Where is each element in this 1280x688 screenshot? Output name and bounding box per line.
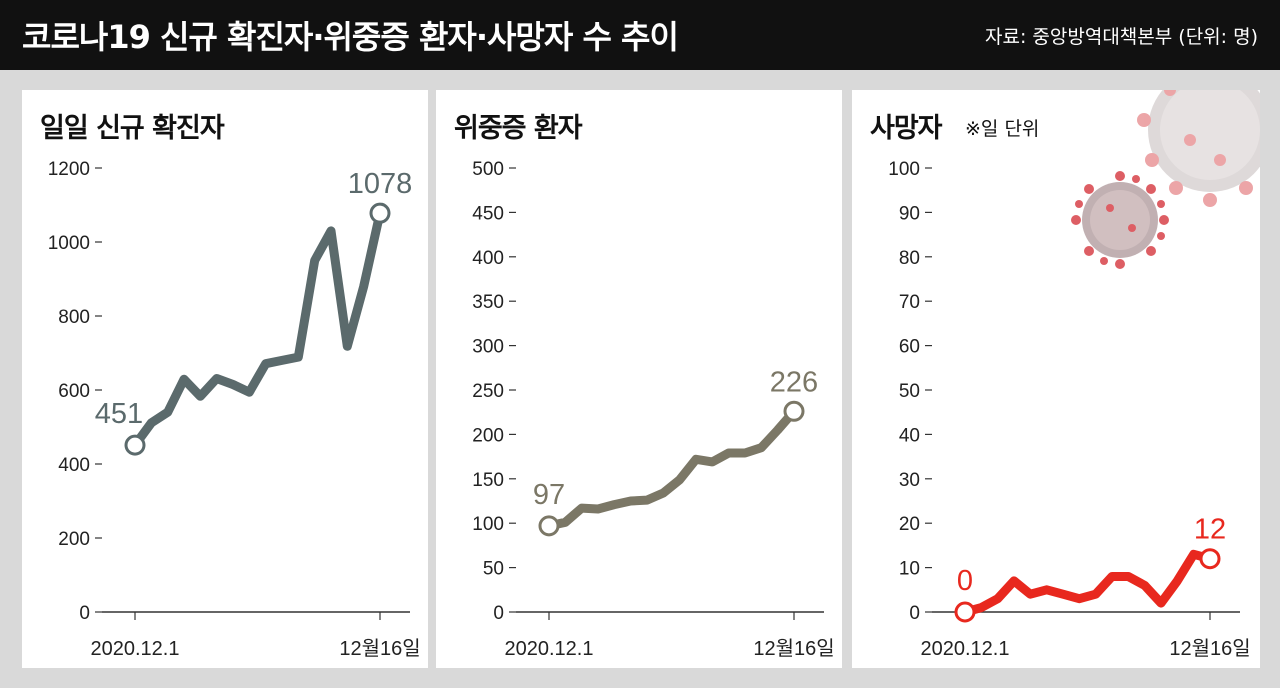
y-tick-label: 60	[899, 337, 920, 358]
new-cases-chart: 0 200 400 600 800 1000 1200 2020.12.1 12월16일 451 1…	[48, 159, 421, 660]
y-tick-label: 50	[483, 559, 504, 580]
y-tick-label: 800	[58, 307, 90, 328]
series-line	[130, 208, 385, 450]
x-tick-label: 2020.12.1	[91, 638, 180, 660]
y-tick-label: 350	[472, 292, 504, 313]
y-tick-label: 100	[888, 159, 920, 180]
x-tick-label: 12월16일	[1169, 637, 1250, 660]
y-tick-label: 600	[58, 381, 90, 402]
y-tick-label: 20	[899, 514, 920, 535]
x-tick-label: 12월16일	[339, 637, 420, 660]
y-tick-label: 200	[472, 425, 504, 446]
y-tick-label: 1200	[48, 159, 90, 180]
y-tick-label: 500	[472, 159, 504, 180]
y-tick-label: 50	[899, 381, 920, 402]
y-tick-label: 0	[493, 603, 504, 624]
y-tick-label: 100	[472, 514, 504, 535]
y-tick-label: 10	[899, 559, 920, 580]
y-tick-label: 150	[472, 470, 504, 491]
start-value-label: 97	[533, 479, 565, 511]
end-value-label: 1078	[348, 168, 413, 200]
virus-illustration	[1071, 90, 1260, 269]
deaths-chart: 0 10 20 30 40 50 60 70 80 90 100 2020.12.1 12월16일 0 12	[888, 90, 1260, 660]
y-tick-label: 90	[899, 203, 920, 224]
start-value-label: 451	[95, 398, 143, 430]
y-tick-label: 0	[909, 603, 920, 624]
panel-critical-patients: 위중증 환자 0 50 100 150 200 250 300 350 400 450 500 202…	[436, 90, 842, 668]
start-point	[954, 601, 976, 623]
y-tick-label: 450	[472, 203, 504, 224]
panel-new-cases: 일일 신규 확진자 0 200 400 600 800 1000 1200 2020.12.1…	[22, 90, 428, 668]
x-tick-label: 2020.12.1	[505, 638, 594, 660]
chart-note: ※일 단위	[965, 118, 1040, 140]
main-title: 코로나19 신규 확진자·위중증 환자·사망자 수 추이	[22, 18, 679, 56]
y-tick-label: 300	[472, 337, 504, 358]
y-tick-label: 400	[58, 455, 90, 476]
y-tick-label: 200	[58, 529, 90, 550]
start-point	[538, 515, 560, 537]
y-tick-label: 30	[899, 470, 920, 491]
chart-title: 위중증 환자	[454, 113, 583, 144]
y-tick-label: 400	[472, 248, 504, 269]
x-tick-label: 12월16일	[753, 637, 834, 660]
y-tick-label: 40	[899, 425, 920, 446]
x-tick-label: 2020.12.1	[921, 638, 1010, 660]
start-point	[124, 434, 146, 456]
series-line	[960, 549, 1215, 617]
end-point	[1199, 548, 1221, 570]
y-tick-label: 0	[79, 603, 90, 624]
end-point	[369, 202, 391, 224]
y-tick-label: 80	[899, 248, 920, 269]
series-line	[544, 406, 799, 531]
chart-title: 사망자	[870, 113, 943, 144]
panel-deaths: 사망자 ※일 단위	[852, 90, 1260, 668]
critical-patients-chart: 0 50 100 150 200 250 300 350 400 450 500 2020.12.1 1…	[472, 159, 834, 660]
end-value-label: 226	[770, 366, 818, 398]
y-tick-label: 250	[472, 381, 504, 402]
y-tick-label: 70	[899, 292, 920, 313]
chart-title: 일일 신규 확진자	[40, 113, 225, 144]
start-value-label: 0	[957, 565, 973, 597]
end-point	[783, 400, 805, 422]
source-note: 자료: 중앙방역대책본부 (단위: 명)	[985, 26, 1258, 48]
y-tick-label: 1000	[48, 233, 90, 254]
end-value-label: 12	[1194, 514, 1226, 546]
title-bar: 코로나19 신규 확진자·위중증 환자·사망자 수 추이 자료: 중앙방역대책본…	[0, 0, 1280, 70]
